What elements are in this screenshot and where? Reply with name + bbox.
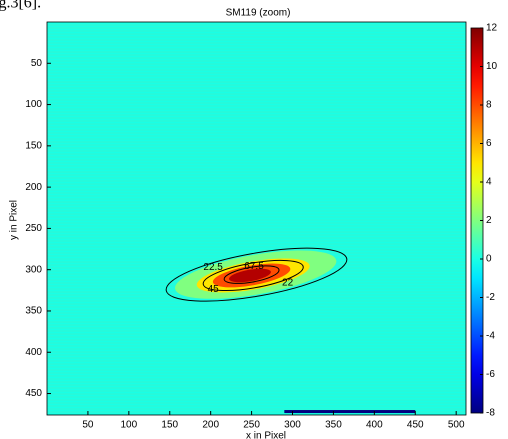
contour-label: 22.5 xyxy=(203,262,223,273)
heat-layer xyxy=(228,268,271,283)
x-tick-label: 200 xyxy=(202,420,219,431)
plot-area xyxy=(47,22,466,415)
y-tick-label: 450 xyxy=(25,388,42,399)
x-tick-label: 400 xyxy=(366,420,383,431)
x-tick-label: 150 xyxy=(161,420,178,431)
contour-label: 45 xyxy=(208,284,220,295)
x-tick-label: 300 xyxy=(284,420,301,431)
colorbar-tick-label: 2 xyxy=(486,215,492,226)
colorbar-tick-label: 10 xyxy=(486,61,498,72)
contour-label: 22 xyxy=(282,278,294,289)
colorbar-tick-label: 6 xyxy=(486,138,492,149)
chart-title: SM119 (zoom) xyxy=(226,8,291,19)
plot-frame xyxy=(46,21,467,416)
colorbar-tick-label: -6 xyxy=(486,369,495,380)
colorbar-tick-label: -2 xyxy=(486,292,495,303)
y-tick-label: 200 xyxy=(25,182,42,193)
y-tick-label: 400 xyxy=(25,347,42,358)
contour-line xyxy=(202,259,304,292)
colorbar-tick-label: -8 xyxy=(486,408,495,419)
colorbar-tick-label: 4 xyxy=(486,177,492,188)
y-tick-label: 100 xyxy=(25,99,42,110)
colorbar-tick-label: 12 xyxy=(486,23,498,34)
contour-line xyxy=(223,265,280,284)
x-tick-label: 350 xyxy=(325,420,342,431)
x-tick-label: 500 xyxy=(448,420,465,431)
colorbar-tick-label: 8 xyxy=(486,100,492,111)
x-tick-label: 100 xyxy=(120,420,137,431)
caption-fragment: ig.3[6]. xyxy=(0,0,41,12)
heatmap-background xyxy=(47,22,466,415)
x-tick-label: 50 xyxy=(82,420,94,431)
strip xyxy=(284,410,416,414)
y-tick-label: 300 xyxy=(25,264,42,275)
colorbar-tick-label: 0 xyxy=(486,254,492,265)
y-axis-label: y in Pixel xyxy=(9,200,20,240)
x-axis-label: x in Pixel xyxy=(246,431,286,439)
contour-line xyxy=(165,247,348,302)
colorbar-tick-label: -4 xyxy=(486,331,495,342)
x-tick-label: 450 xyxy=(407,420,424,431)
contour-label: 67.5 xyxy=(244,261,264,272)
y-tick-label: 50 xyxy=(31,58,43,69)
x-tick-label: 250 xyxy=(243,420,260,431)
y-tick-label: 150 xyxy=(25,140,42,151)
y-tick-label: 250 xyxy=(25,223,42,234)
y-tick-label: 350 xyxy=(25,306,42,317)
